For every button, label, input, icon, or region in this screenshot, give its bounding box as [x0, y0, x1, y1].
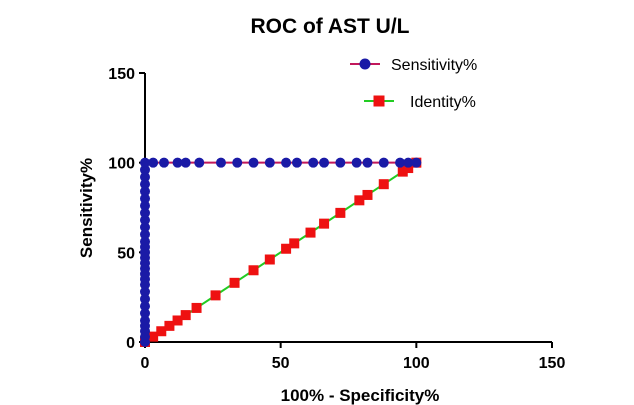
data-point-sensitivity [395, 157, 406, 168]
data-point-sensitivity [140, 164, 150, 175]
data-point-sensitivity [140, 200, 150, 211]
data-point-identity [335, 207, 346, 218]
data-point-sensitivity [140, 236, 150, 247]
data-point-sensitivity [140, 157, 150, 168]
data-point-sensitivity [140, 222, 150, 233]
data-point-sensitivity [281, 157, 292, 168]
data-point-sensitivity [180, 157, 191, 168]
y-tick-label: 0 [126, 335, 135, 352]
data-point-sensitivity [140, 301, 150, 312]
data-point-sensitivity [140, 207, 150, 218]
x-tick-label: 100 [403, 355, 430, 372]
data-point-sensitivity [140, 186, 150, 197]
legend-item-identity: Identity% [364, 94, 476, 111]
data-point-sensitivity [335, 157, 346, 168]
data-point-identity [378, 179, 389, 190]
data-point-sensitivity [140, 215, 150, 226]
data-point-sensitivity [140, 308, 150, 319]
data-point-identity [397, 166, 408, 177]
data-point-sensitivity [378, 157, 389, 168]
data-point-sensitivity [319, 157, 330, 168]
data-point-identity [248, 265, 259, 276]
y-tick-label: 100 [108, 156, 135, 173]
legend-label-identity: Identity% [410, 94, 476, 111]
data-point-identity [319, 218, 330, 229]
data-point-sensitivity [308, 157, 319, 168]
data-point-sensitivity [140, 229, 150, 240]
data-point-identity [289, 238, 300, 249]
data-point-identity [403, 163, 414, 174]
data-point-sensitivity [140, 293, 150, 304]
legend: Sensitivity% Identity% [350, 57, 477, 111]
data-point-sensitivity [232, 157, 243, 168]
data-point-identity [281, 243, 292, 254]
x-tick-label: 0 [141, 355, 150, 372]
data-point-sensitivity [362, 157, 373, 168]
x-axis-label: 100% - Specificity% [281, 386, 440, 405]
data-point-sensitivity [215, 157, 226, 168]
data-point-identity [148, 331, 159, 342]
x-tick-label: 150 [539, 355, 566, 372]
data-point-sensitivity [194, 157, 205, 168]
chart-title: ROC of AST U/L [250, 15, 409, 38]
data-point-sensitivity [172, 157, 183, 168]
data-point-identity [305, 227, 316, 238]
data-point-sensitivity [248, 157, 259, 168]
data-point-sensitivity [140, 172, 150, 183]
data-point-identity [180, 310, 191, 321]
data-point-sensitivity [291, 157, 302, 168]
axes: 0 50 100 150 0 50 100 150 [108, 66, 565, 372]
data-point-sensitivity [411, 157, 422, 168]
data-point-sensitivity [140, 286, 150, 297]
legend-item-sensitivity: Sensitivity% [350, 57, 477, 74]
legend-label-sensitivity: Sensitivity% [391, 57, 477, 74]
legend-marker-identity [373, 95, 385, 107]
data-point-identity [210, 290, 221, 301]
plot-area [140, 157, 422, 347]
x-ticks: 0 50 100 150 [141, 342, 566, 372]
data-point-sensitivity [351, 157, 362, 168]
data-point-identity [229, 277, 240, 288]
data-point-identity [164, 320, 175, 331]
data-point-identity [264, 254, 275, 265]
data-point-sensitivity [140, 179, 150, 190]
data-point-identity [156, 326, 167, 337]
data-point-identity [172, 315, 183, 326]
y-tick-label: 50 [117, 245, 135, 262]
data-point-sensitivity [264, 157, 275, 168]
y-tick-label: 150 [108, 66, 135, 83]
data-point-sensitivity [140, 193, 150, 204]
data-point-identity [354, 195, 365, 206]
y-axis-label: Sensitivity% [77, 158, 96, 258]
y-ticks: 0 50 100 150 [108, 66, 145, 352]
data-point-identity [191, 302, 202, 313]
data-point-sensitivity [140, 315, 150, 326]
data-point-identity [362, 189, 373, 200]
data-point-sensitivity [403, 157, 414, 168]
data-point-sensitivity [148, 157, 159, 168]
x-tick-label: 50 [272, 355, 290, 372]
series-sensitivity [140, 157, 422, 347]
data-point-sensitivity [158, 157, 169, 168]
legend-marker-sensitivity [359, 58, 371, 70]
series-identity [140, 157, 422, 347]
